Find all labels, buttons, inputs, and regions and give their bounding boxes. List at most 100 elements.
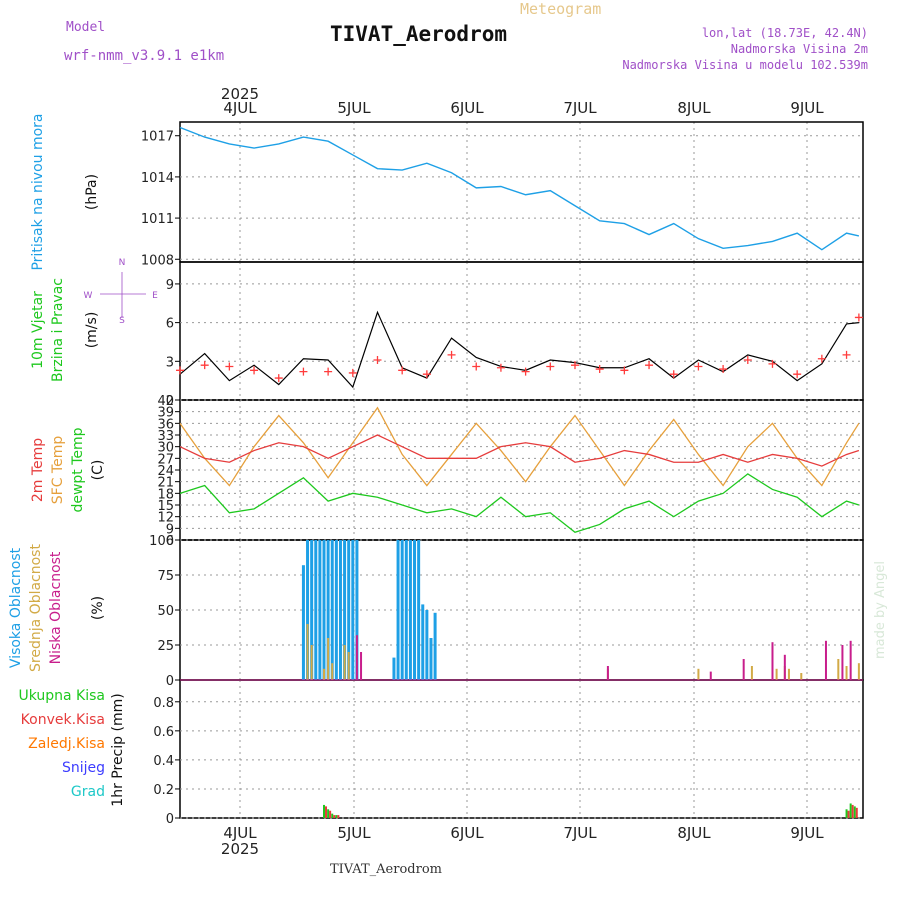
y-tick-label: 0.4 [153, 754, 174, 769]
y-tick-label: 42 [157, 394, 174, 409]
panel-frame [179, 679, 864, 819]
y-tick-label: 9 [166, 522, 174, 537]
cloud-high-bar [301, 565, 305, 680]
wind-gust-marker [854, 313, 863, 322]
y-tick-label: 50 [157, 604, 174, 619]
cloud-mid-bar [750, 666, 753, 680]
cloud-mid-bar [857, 663, 860, 680]
y-tick-label: 0 [166, 674, 174, 689]
precip-legend-entry: Zaledj.Kisa [28, 736, 105, 752]
compass-cross [100, 272, 146, 318]
x-tick-label-bottom: 4JUL [223, 824, 257, 842]
wind-speed-line [179, 310, 859, 389]
precip-conv-bar [337, 815, 340, 818]
cloud-high-bar [417, 540, 421, 680]
cloud-low-bar [355, 635, 358, 680]
cloud-mid-bar [800, 673, 803, 680]
wind-unit-label: (m/s) [84, 312, 100, 349]
wind-gust-marker [694, 362, 703, 371]
precip-conv-bar [855, 807, 858, 818]
y-tick-label: 36 [157, 417, 174, 432]
wind-gust-marker [620, 366, 629, 375]
x-tick-label-bottom: 6JUL [450, 824, 484, 842]
y-tick-label: 1011 [141, 212, 174, 227]
y-tick-label: 75 [157, 569, 174, 584]
y-tick-label: 39 [157, 406, 174, 421]
cloud-high-bar [392, 657, 396, 680]
precip-total-bar [331, 813, 334, 818]
wind-gust-marker [570, 361, 579, 370]
cloud-high-bar [310, 540, 314, 680]
compass-e: E [152, 291, 158, 301]
wind-gust-marker [274, 374, 283, 383]
cloud-high-bar [421, 604, 425, 680]
panel-frame [179, 261, 864, 401]
cloud-high-bar [408, 540, 412, 680]
precip-total-bar [849, 803, 852, 818]
cloud-low-bar [783, 654, 786, 680]
cloud-high-bar [326, 540, 330, 680]
precip-legend-entry: Snijeg [62, 760, 105, 776]
sfc-temp-line [179, 406, 860, 487]
cloud-mid-axis-title: Srednja Oblacnost [28, 544, 44, 672]
pressure-axis-title: Pritisak na nivou mora [30, 113, 46, 270]
cloud-high-bar [400, 540, 404, 680]
cloud-high-bar [347, 540, 351, 680]
cloud-high-bar [413, 540, 417, 680]
cloud-high-bar [314, 540, 318, 680]
precip-legend-entry: Ukupna Kisa [18, 688, 105, 704]
y-tick-label: 21 [157, 476, 174, 491]
wind-axis-title: 10m Vjetar [30, 291, 46, 369]
precip-legend-entry: Konvek.Kisa [21, 712, 105, 728]
cloud-unit-label: (%) [90, 596, 106, 620]
cloud-low-bar [709, 671, 712, 680]
y-tick-label: 25 [157, 639, 174, 654]
precip-conv-bar [329, 810, 332, 818]
wind-gust-marker [422, 370, 431, 379]
y-tick-label: 1014 [141, 171, 174, 186]
wind-gust-marker [200, 361, 209, 370]
dewpt-axis-title: dewpt Temp [70, 427, 86, 512]
cloud-mid-bar [306, 624, 309, 680]
y-tick-label: 0.6 [153, 725, 174, 740]
x-tick-label-top: 4JUL [223, 99, 257, 117]
temp-2m-line [179, 434, 860, 467]
precip-conv-bar [325, 806, 328, 818]
cloud-high-axis-title: Visoka Oblacnost [8, 547, 24, 668]
y-tick-label: 15 [157, 499, 174, 514]
temp-2m-axis-title: 2m Temp [30, 438, 46, 502]
cloud-high-bar [306, 540, 310, 680]
cloud-low-bar [606, 666, 609, 680]
precip-total-bar [845, 809, 848, 818]
cloud-mid-bar [343, 645, 346, 680]
wind-gust-marker [743, 356, 752, 365]
y-tick-label: 27 [157, 452, 174, 467]
page-title: TIVAT_Aerodrom [330, 22, 508, 46]
cloud-mid-bar [697, 668, 700, 680]
model-name: wrf-nmm_v3.9.1 e1km [64, 48, 225, 64]
y-tick-label: 24 [157, 464, 174, 479]
credit-label: made by Angel [873, 561, 888, 659]
x-tick-label-bottom: 8JUL [677, 824, 711, 842]
compass-w: W [84, 291, 93, 301]
y-tick-label: 12 [157, 511, 174, 526]
y-tick-label: 0 [166, 394, 174, 409]
wind-gust-marker [373, 356, 382, 365]
cloud-mid-bar [327, 638, 330, 680]
cloud-high-bar [318, 540, 322, 680]
y-tick-label: 33 [157, 429, 174, 444]
precip-total-bar [323, 804, 326, 818]
cloud-low-bar [742, 659, 745, 680]
pressure-line [179, 126, 860, 251]
cloud-low-bar [849, 640, 852, 680]
cloud-high-bar [404, 540, 408, 680]
pressure-unit-label: (hPa) [84, 174, 100, 210]
y-tick-label: 100 [149, 534, 174, 549]
cloud-mid-bar [775, 668, 778, 680]
wind-gust-marker [447, 350, 456, 359]
cloud-high-bar [433, 612, 437, 680]
wind-gust-marker [348, 368, 357, 377]
year-label-top: 2025 [221, 85, 259, 103]
sfc-temp-axis-title: SFC Temp [50, 436, 66, 505]
